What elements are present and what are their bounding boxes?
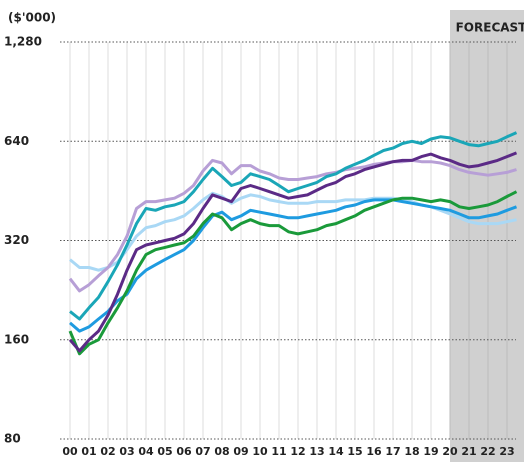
x-tick-label: 09 xyxy=(233,445,248,458)
x-tick-label: 12 xyxy=(290,445,305,458)
y-tick-label: 320 xyxy=(4,233,29,247)
y-tick-label: 640 xyxy=(4,134,29,148)
x-tick-label: 21 xyxy=(461,445,476,458)
series-line xyxy=(69,198,518,333)
x-tick-label: 17 xyxy=(385,445,400,458)
x-tick-label: 01 xyxy=(81,445,96,458)
series-line xyxy=(69,131,518,321)
forecast-label: FORECAST xyxy=(456,21,524,35)
x-tick-label: 18 xyxy=(404,445,419,458)
x-tick-label: 05 xyxy=(157,445,172,458)
x-tick-label: 23 xyxy=(499,445,514,458)
x-tick-label: 07 xyxy=(195,445,210,458)
x-tick-label: 00 xyxy=(62,445,78,458)
x-tick-label: 08 xyxy=(214,445,229,458)
x-tick-label: 03 xyxy=(119,445,134,458)
x-tick-label: 14 xyxy=(328,445,344,458)
x-tick-label: 20 xyxy=(442,445,458,458)
series-line xyxy=(68,158,517,293)
series-line xyxy=(68,151,518,353)
x-tick-label: 22 xyxy=(480,445,495,458)
y-tick-label: 80 xyxy=(4,432,21,446)
x-tick-label: 19 xyxy=(423,445,438,458)
x-tick-label: 11 xyxy=(271,445,286,458)
y-tick-label: 160 xyxy=(4,332,29,346)
forecast-band xyxy=(450,10,524,462)
x-tick-label: 06 xyxy=(176,445,192,458)
x-tick-label: 10 xyxy=(252,445,268,458)
x-tick-label: 02 xyxy=(100,445,115,458)
x-tick-label: 16 xyxy=(366,445,382,458)
series-line xyxy=(69,191,517,272)
x-tick-label: 15 xyxy=(347,445,362,458)
x-tick-label: 04 xyxy=(138,445,154,458)
series-line xyxy=(68,190,518,356)
x-tick-label: 13 xyxy=(309,445,324,458)
y-tick-label: 1,280 xyxy=(4,35,42,49)
y-axis-label: ($'000) xyxy=(8,11,56,25)
